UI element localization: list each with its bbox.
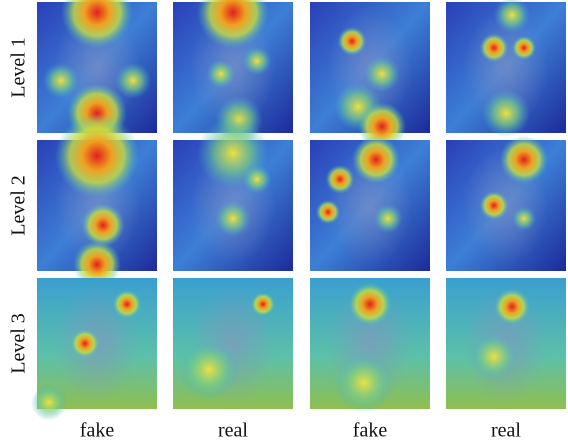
heat-blob (352, 136, 400, 184)
column-label: fake (353, 420, 388, 442)
heat-blob (31, 384, 67, 420)
heat-blob (470, 333, 518, 381)
column-label: real (491, 420, 521, 442)
heat-blob (81, 204, 124, 247)
heat-blob (71, 329, 100, 358)
heat-blob (243, 165, 272, 194)
heatmap-image (446, 136, 566, 271)
heatmap-image (310, 2, 430, 150)
row-label: Level 1 (8, 37, 30, 98)
heat-blob (215, 201, 251, 237)
heat-blob (494, 289, 530, 325)
heat-blob (334, 353, 394, 413)
heat-blob (512, 36, 536, 60)
heat-blob (480, 191, 509, 220)
heat-blob (55, 114, 139, 198)
heat-blob (348, 283, 391, 326)
heat-blob (482, 89, 530, 137)
heat-blob (500, 136, 548, 184)
heatmap-image (31, 278, 157, 420)
heat-blob (338, 27, 367, 56)
heat-blob (374, 204, 403, 233)
figure: Level 1 Level 2 Level 3 fake real fake real (0, 0, 568, 443)
heatmap-image (310, 136, 430, 271)
heatmap-image (37, 114, 157, 289)
heat-blob (480, 33, 509, 62)
heat-blob (115, 63, 151, 99)
column-label: real (218, 420, 248, 442)
heatmap-image (310, 278, 430, 413)
heatmap-image (446, 278, 566, 409)
heatmap-image (446, 0, 566, 137)
heatmap-image (173, 278, 293, 409)
heat-blob (512, 207, 536, 231)
heatmap-image (173, 117, 293, 271)
heat-blob (179, 340, 239, 400)
heat-blob (251, 292, 275, 316)
heat-blob (43, 63, 79, 99)
row-label: Level 3 (8, 313, 30, 374)
column-label: fake (80, 420, 115, 442)
heat-blob (243, 47, 272, 76)
heat-blob (207, 60, 236, 89)
heat-blob (113, 290, 142, 319)
heat-blob (326, 165, 355, 194)
row-label: Level 2 (8, 175, 30, 236)
heat-blob (316, 200, 340, 224)
